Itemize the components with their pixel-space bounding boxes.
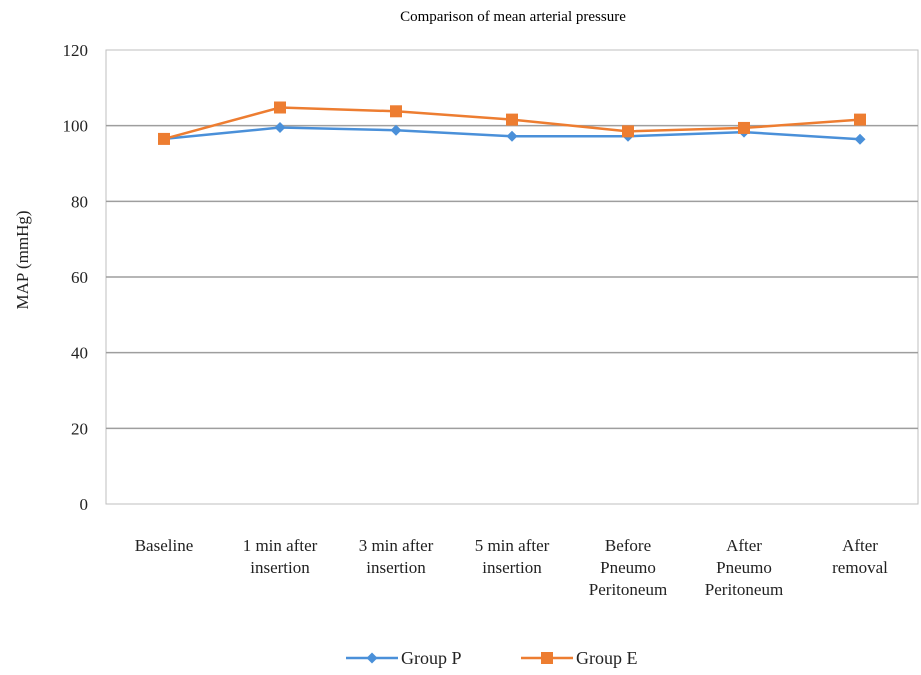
chart-title: Comparison of mean arterial pressure <box>400 9 626 25</box>
y-tick-label: 80 <box>71 192 88 211</box>
x-category-label: Baseline <box>135 536 194 555</box>
x-category-label: Before Pneumo Peritoneum <box>589 536 667 599</box>
data-point <box>274 122 286 134</box>
data-point <box>390 105 402 118</box>
series-lines <box>158 101 866 145</box>
data-point <box>622 125 634 138</box>
data-point <box>506 130 518 142</box>
y-tick-label: 100 <box>63 117 89 136</box>
y-tick-label: 20 <box>71 419 88 438</box>
legend-label: Group E <box>576 648 638 668</box>
data-point <box>506 113 518 126</box>
data-point <box>274 101 286 114</box>
legend: Group P Group E <box>346 648 638 668</box>
x-category-label: After removal <box>832 536 888 577</box>
data-point <box>390 124 402 136</box>
x-category-label: 5 min after insertion <box>475 536 550 577</box>
y-tick-label: 120 <box>63 41 89 60</box>
data-point <box>158 132 170 145</box>
legend-marker <box>366 652 378 664</box>
y-tick-label: 0 <box>80 495 89 514</box>
legend-label: Group P <box>401 648 462 668</box>
y-tick-label: 40 <box>71 344 88 363</box>
data-point <box>854 133 866 145</box>
legend-marker <box>541 652 553 664</box>
data-point <box>854 113 866 126</box>
grid-lines <box>106 124 918 430</box>
y-tick-label: 60 <box>71 268 88 287</box>
y-axis-label: MAP (mmHg) <box>13 210 32 309</box>
y-tick-labels: 0 20 40 60 80 100 120 <box>63 41 89 514</box>
data-point <box>738 121 750 134</box>
x-category-label: After Pneumo Peritoneum <box>705 536 783 599</box>
x-category-label: 3 min after insertion <box>359 536 434 577</box>
x-category-labels: Baseline 1 min after insertion 3 min after i… <box>135 536 888 599</box>
x-category-label: 1 min after insertion <box>243 536 318 577</box>
